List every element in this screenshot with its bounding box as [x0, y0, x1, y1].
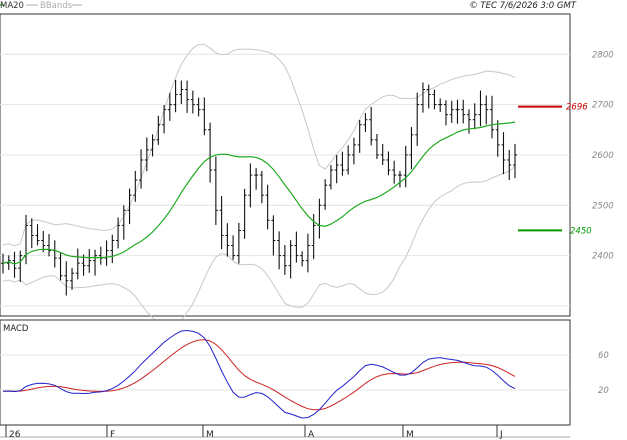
macd-title: MACD: [3, 324, 29, 334]
y-tick-label: 2800: [592, 50, 614, 60]
macd-y-tick-label: 60: [598, 351, 609, 361]
x-axis-label: M: [406, 430, 414, 440]
macd-line: [2, 329, 516, 419]
x-axis-label: J: [499, 430, 503, 440]
reference-lines: 2696 2450: [518, 103, 592, 236]
y-tick-label: 2400: [592, 252, 614, 262]
price-y-ticks: 2400 2500 2600 2700 2800: [592, 50, 614, 261]
legend-label-bbands: BBands: [40, 1, 73, 11]
reference-label: 2696: [566, 103, 588, 113]
ma20-line: [2, 121, 516, 265]
x-axis-label: F: [110, 430, 115, 440]
macd-signal-line: [3, 339, 516, 411]
x-axis: 26 F M A M J: [0, 425, 570, 440]
y-tick-label: 2700: [592, 101, 614, 111]
y-tick-label: 2500: [592, 201, 614, 211]
y-tick-label: 2600: [592, 151, 614, 161]
chart-legend: MA20 BBands: [0, 1, 82, 11]
macd-panel-frame: [0, 319, 571, 426]
legend-label-ma20: MA20: [0, 1, 24, 11]
macd-grid: [0, 354, 570, 391]
bbands-upper-line: [2, 43, 516, 247]
timestamp: © TEC 7/6/2026 3:0 GMT: [469, 1, 577, 11]
x-axis-label: M: [206, 430, 214, 440]
price-bars: [1, 79, 517, 296]
price-panel: 2400 2500 2600 2700 2800 2696 2450: [0, 13, 614, 330]
bbands-lower-line: [2, 166, 516, 330]
macd-y-tick-label: 20: [598, 386, 609, 396]
x-axis-label: 26: [9, 430, 21, 440]
x-axis-label: A: [308, 430, 315, 440]
reference-label: 2450: [570, 226, 592, 236]
